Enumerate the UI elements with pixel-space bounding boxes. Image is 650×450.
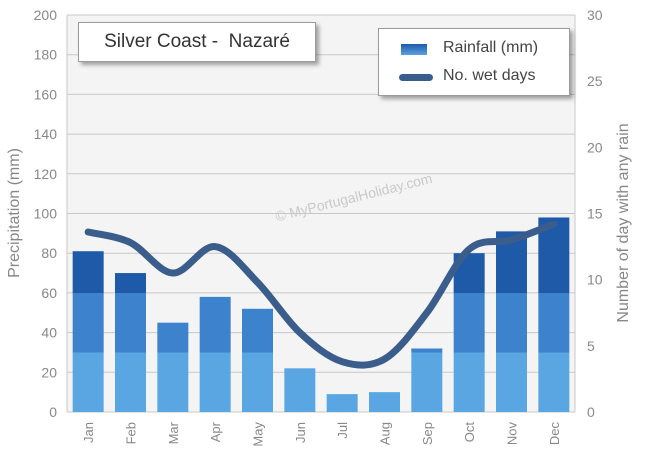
bar-apr [199, 296, 231, 412]
y-tick-label: 180 [34, 47, 58, 63]
x-tick-label: Apr [208, 421, 223, 442]
x-tick-label: Feb [124, 422, 139, 444]
x-tick-label: Mar [166, 421, 181, 444]
x-tick-label: Jul [335, 422, 350, 439]
left-axis-ticks: 0 20 40 60 80 100 120 140 160 180 200 [34, 7, 58, 420]
legend-swatch-wetdays [399, 74, 433, 81]
y-tick-label: 140 [34, 126, 58, 142]
y-tick-label: 80 [41, 245, 57, 261]
chart-title: Silver Coast - Nazaré [78, 22, 316, 62]
x-tick-label: Sep [420, 422, 435, 445]
y2-tick-label: 5 [587, 338, 595, 354]
legend: Rainfall (mm) No. wet days [378, 28, 570, 96]
y2-tick-label: 30 [587, 7, 603, 23]
y2-tick-label: 25 [587, 73, 603, 89]
y2-tick-label: 10 [587, 272, 603, 288]
bar-dec [538, 217, 570, 412]
x-tick-label: Dec [547, 422, 562, 446]
bar-sep [411, 348, 443, 412]
bar-mar [157, 322, 189, 412]
legend-item-wetdays: No. wet days [379, 65, 569, 89]
y-tick-label: 200 [34, 7, 58, 23]
y2-tick-label: 0 [587, 404, 595, 420]
bar-feb [115, 273, 146, 412]
wet-days-line [84, 220, 558, 369]
x-tick-label: Nov [505, 422, 520, 446]
x-axis-ticks: Jan Feb Mar Apr May Jun Jul Aug Sep Oct Nov Dec [81, 421, 562, 446]
y-tick-label: 160 [34, 86, 58, 102]
y-tick-label: 40 [41, 325, 57, 341]
y2-axis-label: Number of day with any rain [615, 123, 632, 322]
bar-jul [326, 394, 358, 412]
y-tick-label: 20 [41, 364, 57, 380]
x-tick-label: Aug [378, 422, 393, 445]
legend-swatch-rainfall [401, 44, 427, 55]
x-tick-label: Oct [462, 422, 477, 443]
y-tick-label: 60 [41, 285, 57, 301]
y2-tick-label: 20 [587, 139, 603, 155]
bar-jun [284, 368, 316, 412]
y-axis-label: Precipitation (mm) [6, 148, 23, 278]
right-axis-ticks: 0 5 10 15 20 25 30 [587, 7, 603, 420]
x-tick-label: Jun [293, 422, 308, 443]
y-tick-label: 120 [34, 166, 58, 182]
y2-tick-label: 15 [587, 206, 603, 222]
bar-aug [369, 392, 400, 412]
y-tick-label: 100 [34, 206, 58, 222]
legend-item-rainfall: Rainfall (mm) [379, 37, 569, 61]
bar-nov [496, 231, 527, 412]
y-tick-label: 0 [49, 404, 57, 420]
bar-may [242, 308, 273, 412]
legend-label-wetdays: No. wet days [443, 67, 536, 84]
rainfall-bars [72, 217, 570, 412]
legend-label-rainfall: Rainfall (mm) [443, 39, 539, 56]
bar-oct [453, 253, 485, 412]
x-tick-label: Jan [81, 422, 96, 443]
bar-jan [72, 251, 104, 412]
x-tick-label: May [251, 422, 266, 447]
